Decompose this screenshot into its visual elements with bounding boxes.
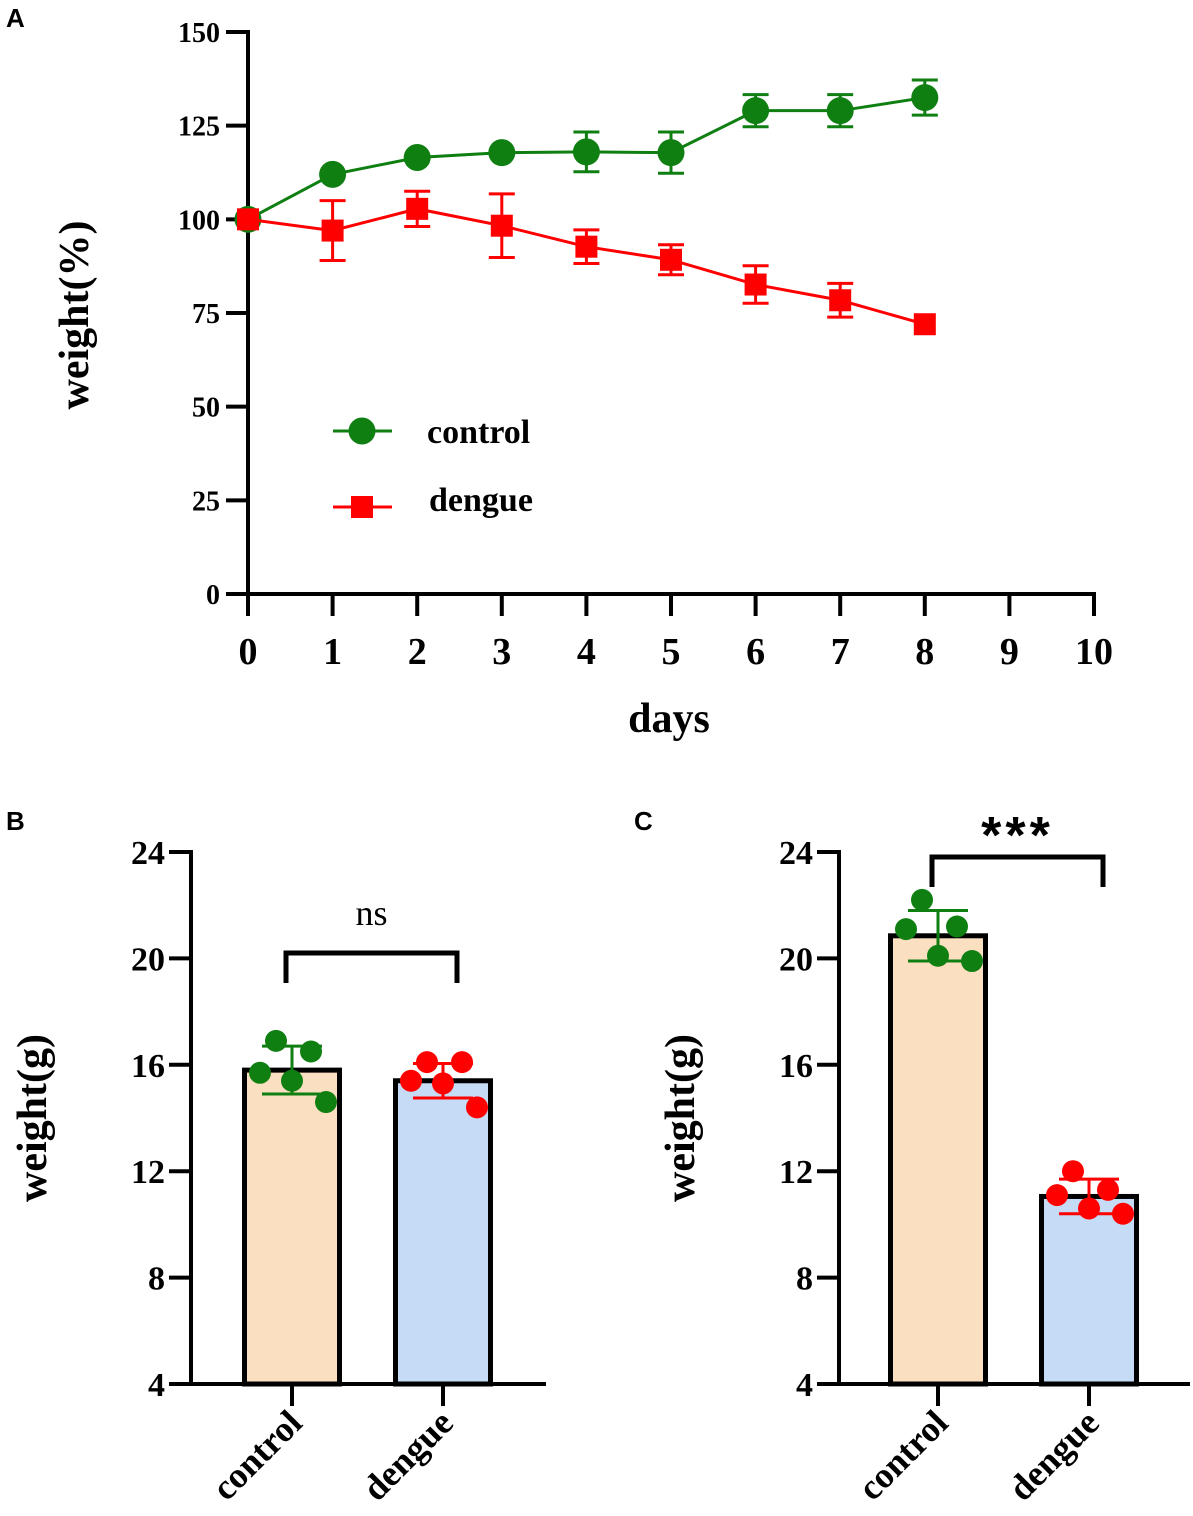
dengue-data-point xyxy=(451,1051,473,1074)
panel-a-line-chart: 0 25 50 75 100 125 150 0 1 2 3 4 5 6 7 8 9 10 days weight(%… xyxy=(52,18,1113,742)
panel-letter-c: C xyxy=(634,806,653,836)
x-tick-label-control: control xyxy=(204,1402,310,1508)
control-data-point xyxy=(265,1029,287,1052)
control-point xyxy=(826,97,854,125)
x-tick-label: 7 xyxy=(831,631,850,673)
control-point xyxy=(572,138,600,166)
control-data-point xyxy=(961,950,983,973)
control-data-point xyxy=(895,918,917,941)
y-axis-title: weight(g) xyxy=(658,1034,704,1202)
control-data-point xyxy=(911,888,933,911)
control-data-point xyxy=(249,1061,271,1084)
x-tick-label: 4 xyxy=(577,631,596,673)
x-tick-label: 9 xyxy=(1000,631,1019,673)
x-tick-label-control: control xyxy=(850,1402,956,1508)
y-tick-label: 20 xyxy=(779,941,813,978)
legend-control-marker xyxy=(348,417,376,445)
dengue-data-point xyxy=(432,1072,454,1095)
dengue-point xyxy=(913,313,936,336)
legend-dengue-label: dengue xyxy=(429,482,533,519)
legend-dengue-marker xyxy=(351,496,373,518)
y-tick-label: 0 xyxy=(206,580,220,611)
control-point xyxy=(742,97,770,125)
y-tick-label: 125 xyxy=(178,112,220,143)
panel-c-bar-chart: 4 8 12 16 20 24 weight(g) control dengue *** xyxy=(658,807,1190,1508)
dengue-data-point xyxy=(1046,1184,1068,1207)
panel-letter-a: A xyxy=(6,3,25,33)
legend-control-label: control xyxy=(427,414,530,451)
y-tick-label: 24 xyxy=(779,835,813,872)
x-tick-label: 0 xyxy=(239,631,258,673)
y-tick-label: 4 xyxy=(796,1367,813,1404)
control-point xyxy=(319,160,347,188)
x-tick-label: 10 xyxy=(1075,631,1113,673)
x-tick-label: 5 xyxy=(662,631,681,673)
dengue-point xyxy=(829,289,852,312)
dengue-point xyxy=(660,248,682,271)
dengue-bar xyxy=(1039,1193,1139,1387)
dengue-data-point xyxy=(1062,1160,1084,1183)
dengue-data-point xyxy=(1078,1197,1100,1220)
control-data-point xyxy=(300,1040,322,1063)
y-tick-label: 8 xyxy=(796,1261,813,1298)
dengue-bar xyxy=(393,1078,493,1387)
y-tick-label: 12 xyxy=(779,1154,813,1191)
x-tick-label: 3 xyxy=(492,631,511,673)
y-tick-label: 12 xyxy=(131,1154,165,1191)
x-tick-label: 6 xyxy=(746,631,765,673)
y-tick-label: 100 xyxy=(178,205,220,236)
x-axis-title: days xyxy=(628,696,710,742)
significance-bracket xyxy=(929,854,1106,887)
x-tick-label: 8 xyxy=(915,631,934,673)
y-axis-title: weight(g) xyxy=(10,1034,56,1202)
control-data-point xyxy=(946,915,968,938)
panel-b-bar-chart: 4 8 12 16 20 24 weight(g) control dengue ns xyxy=(10,835,546,1508)
y-tick-label: 50 xyxy=(192,393,220,424)
y-tick-label: 24 xyxy=(131,835,165,872)
y-tick-label: 75 xyxy=(192,299,220,330)
control-point xyxy=(403,144,431,172)
dengue-point xyxy=(744,273,767,296)
control-bar xyxy=(888,933,988,1387)
significance-label: *** xyxy=(981,807,1054,865)
dengue-data-point xyxy=(400,1069,422,1092)
control-data-point xyxy=(281,1069,303,1092)
dengue-data-point xyxy=(1097,1178,1119,1201)
y-tick-label: 25 xyxy=(192,486,220,517)
control-bar xyxy=(242,1067,342,1387)
y-tick-label: 16 xyxy=(779,1048,813,1085)
panel-letter-b: B xyxy=(6,806,25,836)
dengue-data-point xyxy=(1112,1202,1134,1225)
dengue-point xyxy=(321,219,344,242)
control-data-point xyxy=(927,944,949,967)
control-point xyxy=(657,139,685,167)
x-tick-label: 1 xyxy=(323,631,342,673)
dengue-series-line xyxy=(247,207,926,326)
y-tick-label: 16 xyxy=(131,1048,165,1085)
control-point xyxy=(911,84,939,112)
significance-label: ns xyxy=(355,893,387,933)
y-tick-label: 8 xyxy=(148,1261,165,1298)
x-tick-label-dengue: dengue xyxy=(1001,1402,1107,1508)
y-tick-label: 20 xyxy=(131,941,165,978)
y-tick-label: 150 xyxy=(178,18,220,49)
y-tick-label: 4 xyxy=(148,1367,165,1404)
y-axis-title: weight(%) xyxy=(52,221,98,410)
dengue-point xyxy=(575,235,598,258)
dengue-point xyxy=(490,214,513,237)
dengue-point xyxy=(237,208,259,231)
x-tick-label: 2 xyxy=(408,631,427,673)
dengue-data-point xyxy=(416,1051,438,1074)
dengue-point xyxy=(406,197,429,220)
control-data-point xyxy=(315,1091,337,1114)
control-point xyxy=(488,139,516,167)
dengue-data-point xyxy=(466,1096,488,1119)
significance-bracket xyxy=(283,950,460,983)
x-tick-label-dengue: dengue xyxy=(355,1402,461,1508)
